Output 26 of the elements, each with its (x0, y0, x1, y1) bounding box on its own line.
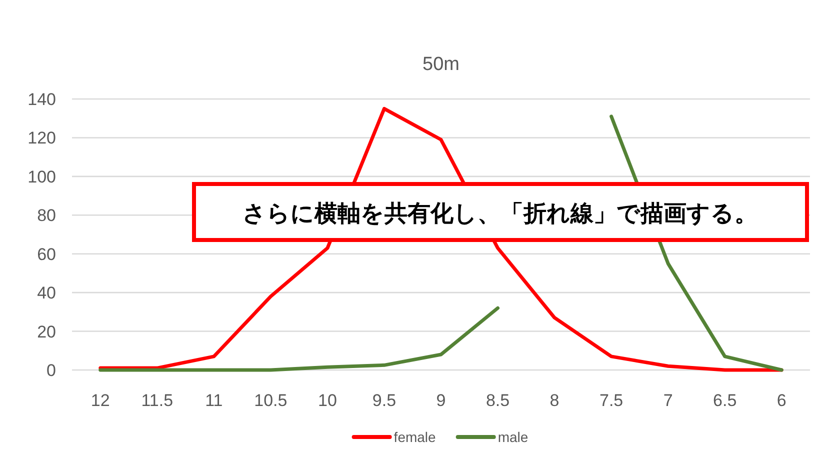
x-tick-label: 11.5 (141, 391, 174, 410)
y-tick-label: 100 (28, 167, 56, 186)
y-tick-label: 20 (37, 322, 56, 342)
annotation: さらに横軸を共有化し、「折れ線」で描画する。 (192, 182, 809, 242)
x-tick-label: 9 (436, 391, 446, 410)
legend-label: male (498, 429, 528, 445)
x-tick-label: 7 (663, 391, 673, 410)
x-tick-label: 8.5 (486, 391, 510, 410)
x-tick-label: 8 (550, 391, 560, 410)
y-tick-label: 60 (37, 244, 56, 264)
annotation: さらに横軸を共有化し、「折れ線」で描画する。 (242, 200, 758, 226)
chart-title: 50m (422, 54, 460, 75)
x-tick-label: 6.5 (713, 391, 737, 410)
x-tick-label: 6 (776, 391, 786, 410)
x-tick-label: 10 (318, 391, 337, 410)
x-tick-label: 9.5 (372, 391, 396, 410)
y-tick-label: 140 (28, 90, 56, 109)
y-tick-label: 40 (37, 284, 56, 303)
legend-label: female (394, 429, 436, 445)
y-tick-label: 0 (46, 361, 56, 380)
y-tick-label: 120 (28, 128, 56, 148)
x-tick-label: 7.5 (599, 391, 624, 410)
x-tick-label: 12 (90, 391, 110, 410)
x-tick-label: 10.5 (254, 391, 288, 410)
x-tick-label: 11 (205, 391, 223, 410)
y-tick-label: 80 (37, 206, 56, 226)
